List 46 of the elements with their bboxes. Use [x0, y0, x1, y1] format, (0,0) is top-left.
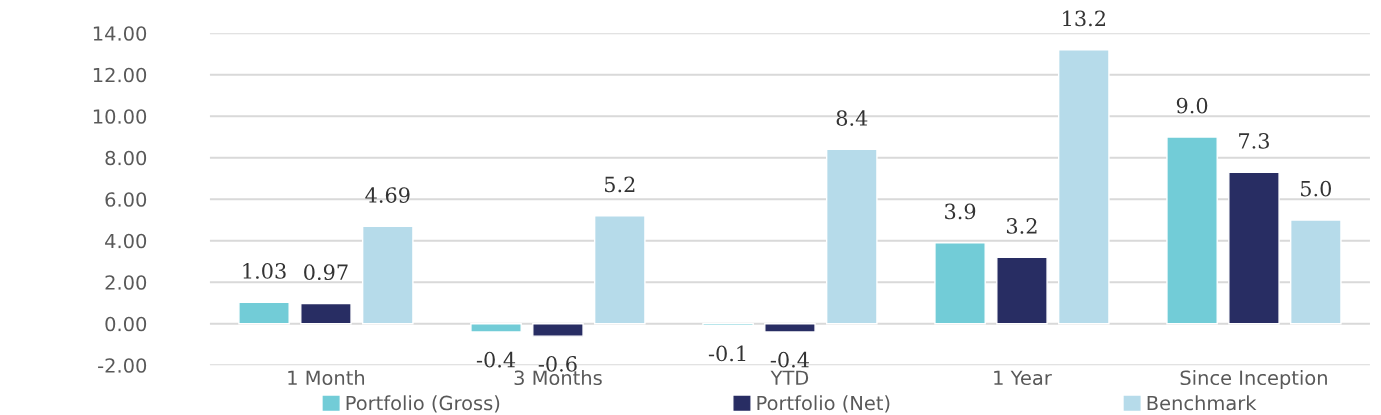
data-label: 13.2	[1063, 10, 1105, 27]
y-tick-label: 2.00	[105, 275, 147, 290]
x-tick-label: YTD	[770, 370, 809, 385]
bar	[593, 215, 646, 325]
bar	[764, 323, 816, 333]
legend-label: Portfolio (Net)	[757, 395, 890, 413]
y-tick-label: 0.00	[105, 316, 147, 332]
y-tick-label: 6.00	[105, 192, 147, 207]
bar	[934, 242, 986, 325]
legend-label: Portfolio (Gross)	[346, 395, 500, 413]
data-label: 3.2	[1006, 218, 1037, 234]
y-tick-label: 12.00	[93, 67, 147, 83]
legend-label: Benchmark	[1147, 395, 1257, 411]
data-label: 1.03	[243, 263, 286, 279]
x-tick-label: 1 Month	[288, 370, 365, 386]
data-label: 8.4	[836, 110, 868, 126]
y-tick-label: 14.00	[93, 26, 147, 41]
bar	[1166, 136, 1218, 325]
data-label: -0.4	[770, 351, 809, 368]
x-tick-label: 1 Year	[994, 370, 1052, 386]
y-tick-label: 8.00	[105, 150, 147, 166]
y-tick-label: -2.00	[98, 358, 147, 373]
bar	[238, 301, 290, 325]
bar	[361, 225, 414, 325]
bar	[1057, 49, 1110, 325]
data-label: 9.0	[1176, 97, 1208, 114]
data-label: 3.9	[945, 203, 976, 220]
bar	[532, 323, 584, 337]
bar	[470, 323, 522, 333]
y-tick-label: 4.00	[105, 233, 147, 249]
data-label: 4.69	[365, 187, 410, 203]
y-tick-label: 10.00	[93, 109, 147, 124]
data-label: -0.6	[538, 355, 577, 372]
data-label: 7.3	[1239, 132, 1269, 149]
bar	[1289, 219, 1342, 325]
bar	[825, 148, 878, 325]
data-label: -0.1	[708, 345, 746, 362]
bar	[300, 302, 352, 325]
data-label: -0.4	[476, 351, 516, 368]
bar	[1228, 171, 1280, 325]
data-label: 5.2	[605, 176, 635, 193]
x-tick-label: Since Inception	[1180, 370, 1327, 389]
data-label: 5.0	[1301, 180, 1331, 197]
bar	[996, 256, 1048, 325]
x-tick-label: 3 Months	[514, 370, 602, 386]
data-label: 0.97	[304, 264, 348, 281]
